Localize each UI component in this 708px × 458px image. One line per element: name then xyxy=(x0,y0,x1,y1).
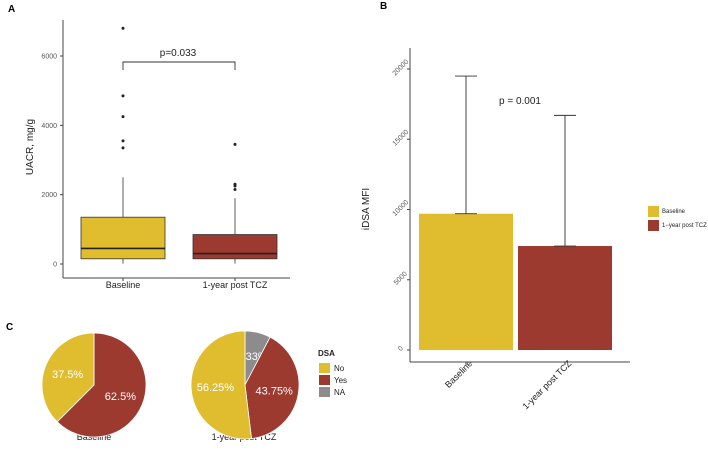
panel-c-legend-yes: Yes xyxy=(334,376,347,385)
panel-c-legend-na: NA xyxy=(334,388,346,397)
panel-b-xlabel-post: 1-year post TCZ xyxy=(520,358,573,411)
panel-c-legend-swatch-no xyxy=(319,363,330,373)
panel-c-letter: C xyxy=(6,322,13,333)
panel-b-ytick-label: 20000 xyxy=(392,59,411,78)
panel-a-ylabel: UACR, mg/g xyxy=(25,119,36,175)
panel-b-barchart: iDSA MFI p = 0.001 Baseline 1-year post … xyxy=(361,48,707,411)
panel-b-legend-baseline: Baseline xyxy=(662,209,686,215)
panel-c-pie0-slice-yes xyxy=(56,332,147,438)
panel-b-bar-0 xyxy=(419,213,513,350)
panel-c-legend-swatch-na xyxy=(319,387,330,397)
panel-a-outlier xyxy=(121,94,125,98)
panel-a-outlier xyxy=(121,115,125,119)
panel-b-legend-swatch-post xyxy=(648,220,659,231)
panel-c-pie1-label-no: 56.25% xyxy=(197,382,235,394)
panel-a-boxplot: UACR, mg/g p=0.033 Baseline 1-year post … xyxy=(25,20,290,290)
panel-a-outlier xyxy=(121,139,125,143)
panel-b-ytick-label: 5000 xyxy=(393,271,409,287)
panel-a-outlier xyxy=(121,26,125,30)
panel-a-ytick-label: 2000 xyxy=(41,192,57,199)
panel-a-ytick-label: 6000 xyxy=(41,54,57,61)
panel-c-legend-no: No xyxy=(334,364,345,373)
panel-b-pvalue: p = 0.001 xyxy=(499,96,541,107)
panel-c-pie1-slice-yes xyxy=(244,336,300,440)
panel-b-xlabel-baseline: Baseline xyxy=(443,358,474,389)
panel-c-legend-swatch-yes xyxy=(319,375,330,385)
panel-b-letter: B xyxy=(380,1,387,12)
panel-a-ytick-label: 4000 xyxy=(41,123,57,130)
panel-a-ytick-label: 0 xyxy=(53,262,57,269)
panel-c-pie1-label-yes: 43.75% xyxy=(256,385,294,397)
panel-b-ylabel: iDSA MFI xyxy=(361,188,372,230)
panel-c-legend-title: DSA xyxy=(318,349,335,358)
panel-b-ytick-label: 10000 xyxy=(392,199,411,218)
panel-a-sig-bracket xyxy=(122,61,236,70)
panel-a-letter: A xyxy=(8,4,15,15)
panel-a-outlier xyxy=(233,142,237,146)
panel-b-ytick-label: 15000 xyxy=(392,129,411,148)
panel-a-xlabel-post: 1-year post TCZ xyxy=(203,280,268,290)
panel-c-pie0-slice-no xyxy=(41,332,95,423)
panel-c-pie1-slice-no xyxy=(190,330,252,440)
panel-b-ytick-label: 0 xyxy=(397,345,405,353)
panel-a-box-0 xyxy=(80,216,166,260)
panel-a-box-1 xyxy=(192,234,278,260)
panel-a-outlier xyxy=(233,187,237,191)
panel-c-pie0-label-yes: 62.5% xyxy=(105,391,136,403)
panel-c-pie0-label-no: 37.5% xyxy=(52,369,83,381)
panel-a-pvalue: p=0.033 xyxy=(160,48,197,59)
panel-b-legend-post: 1−year post TCZ xyxy=(662,223,707,229)
panel-b-bar-1 xyxy=(518,246,612,350)
panel-a-outlier xyxy=(233,182,237,186)
panel-a-outlier xyxy=(121,146,125,150)
panel-c-pies: Baseline 1-year post TCZ DSA No Yes NA 6… xyxy=(41,330,347,442)
panel-b-legend-swatch-baseline xyxy=(648,206,659,217)
panel-a-xlabel-baseline: Baseline xyxy=(106,280,141,290)
